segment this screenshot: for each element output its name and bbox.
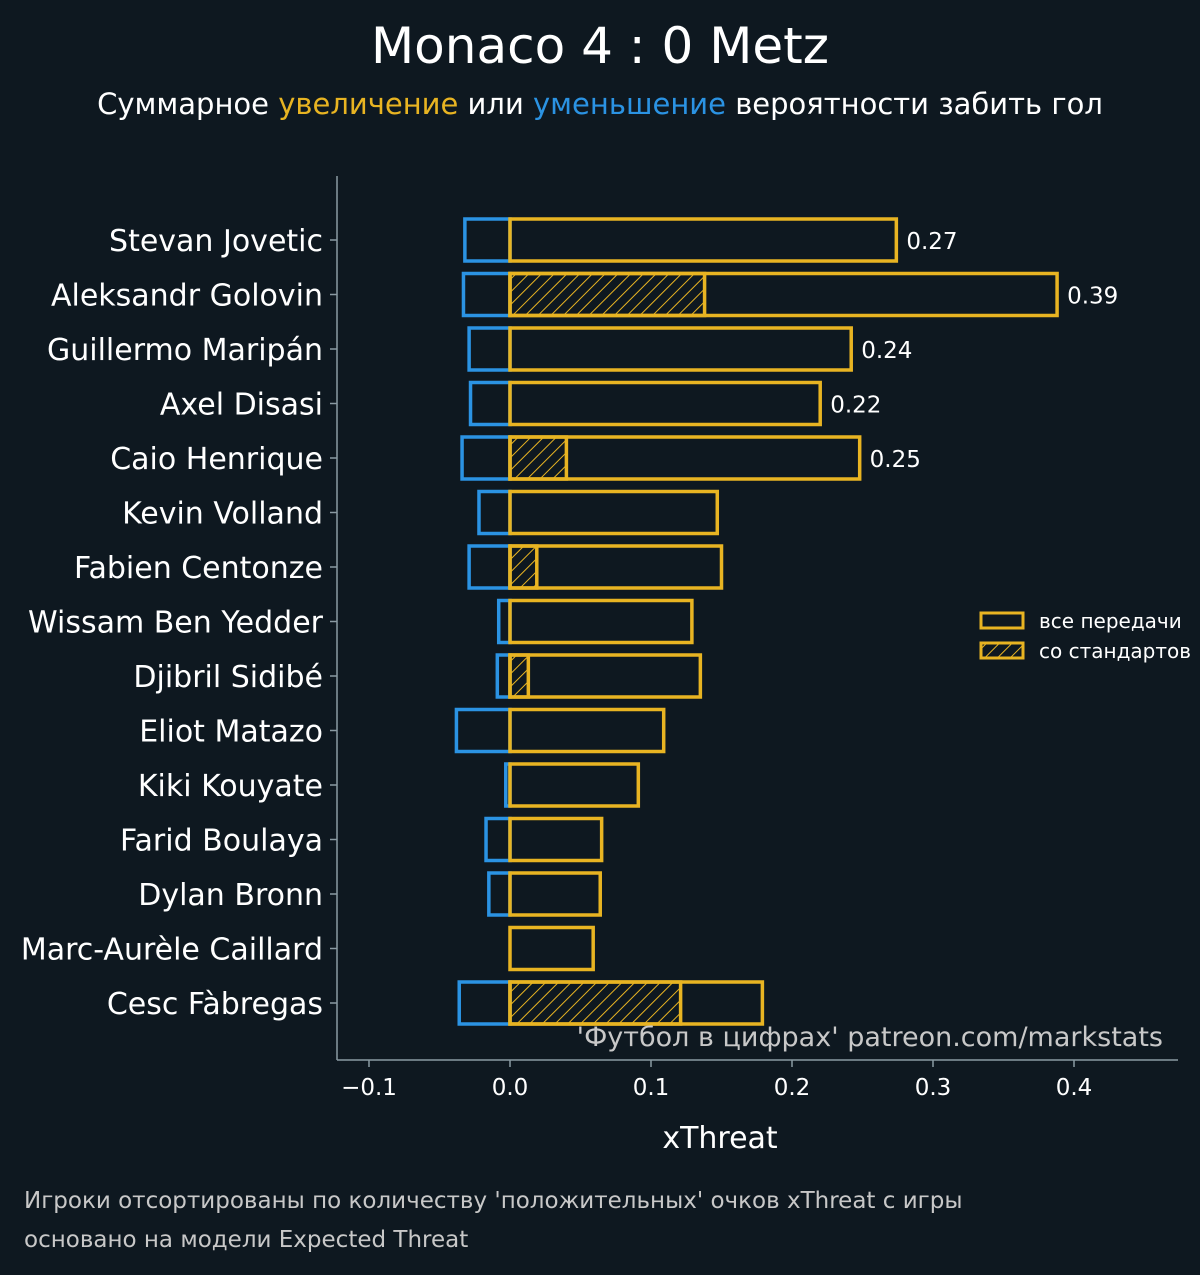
- x-tick-label: 0.4: [1056, 1075, 1093, 1101]
- bar-positive: [508, 980, 765, 1026]
- bar-negative: [495, 653, 512, 699]
- bar-value-label: 0.24: [861, 338, 912, 364]
- y-tick-label: Guillermo Maripán: [47, 333, 323, 368]
- bar-negative: [454, 707, 512, 754]
- y-tick-label: Cesc Fàbregas: [107, 987, 323, 1022]
- y-tick-label: Kiki Kouyate: [138, 769, 323, 804]
- y-tick-label: Axel Disasi: [160, 388, 323, 423]
- x-tick-label: −0.1: [341, 1075, 397, 1101]
- bar-negative: [467, 544, 512, 590]
- footer-note-model: основано на модели Expected Threat: [24, 1227, 469, 1253]
- subtitle-part-3: вероятности забить гол: [725, 87, 1103, 121]
- bar-value-label: 0.22: [830, 393, 881, 419]
- y-tick-label: Dylan Bronn: [138, 878, 323, 913]
- y-tick-label: Djibril Sidibé: [133, 660, 323, 695]
- bar-negative: [484, 816, 512, 863]
- footer-note-sorting: Игроки отсортированы по количеству 'поло…: [24, 1188, 963, 1214]
- bar-negative: [461, 271, 512, 318]
- chart-subtitle: Суммарное увеличение или уменьшение веро…: [0, 84, 1200, 124]
- bar-positive: [508, 653, 703, 699]
- bar-set-pieces: [508, 544, 539, 590]
- bar-negative: [467, 326, 512, 372]
- y-tick-label: Kevin Volland: [122, 497, 323, 532]
- y-tick-label: Farid Boulaya: [120, 824, 323, 859]
- x-tick-label: 0.0: [492, 1075, 529, 1101]
- subtitle-part-1: Суммарное: [97, 87, 279, 121]
- legend-swatch-all-passes: [979, 611, 1025, 630]
- chart-title: Monaco 4 : 0 Metz: [371, 17, 829, 75]
- subtitle-part-2: или: [458, 87, 534, 121]
- x-tick-label: 0.3: [915, 1075, 952, 1101]
- bar-positive: [508, 707, 666, 754]
- bar-positive: [508, 544, 724, 590]
- y-tick-label: Aleksandr Golovin: [51, 279, 323, 314]
- subtitle-negative-word: уменьшение: [533, 87, 726, 121]
- bar-positive: [508, 326, 853, 372]
- bar-negative: [460, 435, 512, 481]
- x-axis-label: xThreat: [662, 1121, 778, 1156]
- x-tick-label: 0.2: [774, 1075, 811, 1101]
- bar-positive: [508, 925, 595, 972]
- bar-positive: [508, 598, 694, 645]
- bar-negative: [463, 217, 512, 263]
- bar-negative: [477, 489, 512, 536]
- bar-positive: [508, 380, 822, 427]
- bar-set-pieces: [508, 271, 707, 318]
- bar-set-pieces: [508, 653, 531, 699]
- y-tick-label: Wissam Ben Yedder: [28, 606, 324, 641]
- bar-positive: [508, 271, 1059, 318]
- watermark: 'Футбол в цифрах' patreon.com/markstats: [577, 1022, 1163, 1053]
- y-tick-label: Caio Henrique: [110, 442, 323, 477]
- legend-label-all-passes: все передачи: [1039, 609, 1182, 633]
- y-tick-label: Fabien Centonze: [74, 551, 323, 586]
- bar-negative: [468, 380, 512, 427]
- bar-positive: [508, 871, 602, 917]
- y-tick-label: Marc-Aurèle Caillard: [21, 933, 323, 968]
- bar-value-label: 0.39: [1067, 284, 1118, 310]
- bar-positive: [508, 816, 604, 863]
- legend-label-set-pieces: со стандартов: [1039, 639, 1191, 663]
- subtitle-positive-word: увеличение: [278, 87, 459, 121]
- bar-negative: [487, 871, 512, 917]
- bar-set-pieces: [508, 435, 569, 481]
- y-tick-label: Stevan Jovetic: [109, 224, 323, 259]
- bar-positive: [508, 489, 720, 536]
- y-tick-label: Eliot Matazo: [139, 715, 323, 750]
- bar-positive: [508, 762, 641, 808]
- bar-value-label: 0.27: [906, 229, 957, 255]
- bar-positive: [508, 217, 899, 263]
- legend-swatch-set-pieces: [979, 641, 1025, 660]
- bar-negative: [457, 980, 512, 1026]
- bar-set-pieces: [508, 980, 683, 1026]
- bar-positive: [508, 435, 862, 481]
- x-tick-label: 0.1: [633, 1075, 670, 1101]
- bar-value-label: 0.25: [870, 447, 921, 473]
